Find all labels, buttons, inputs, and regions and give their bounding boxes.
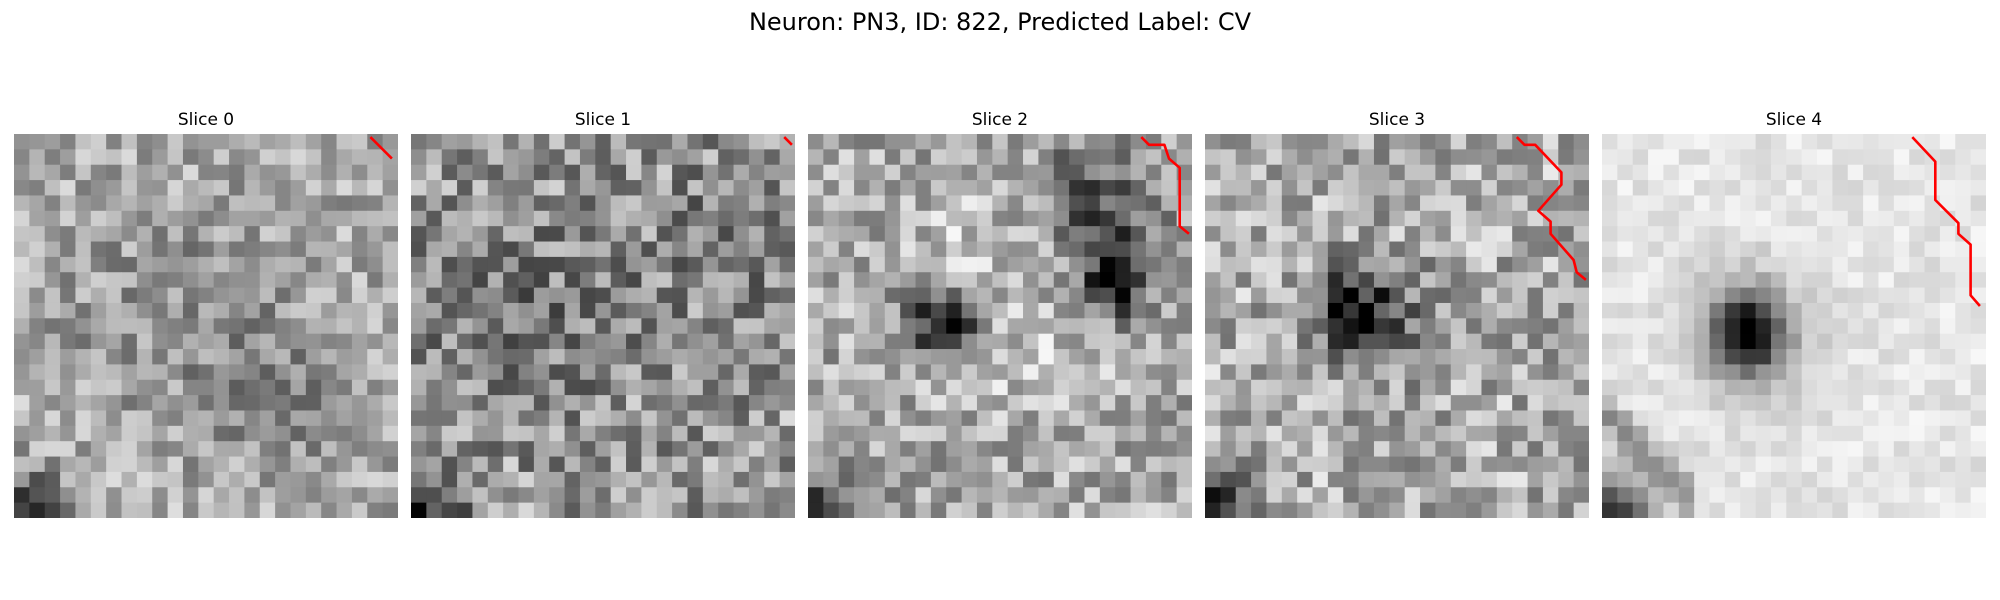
slice-pixels-0 <box>14 134 398 518</box>
slice-panel-0: Slice 0 <box>14 106 398 518</box>
contour-line-3 <box>1515 136 1587 281</box>
slice-image-1 <box>411 134 795 518</box>
slice-pixels-4 <box>1602 134 1986 518</box>
slice-title-2: Slice 2 <box>971 110 1029 130</box>
slice-title-0: Slice 0 <box>177 110 235 130</box>
slice-panel-2: Slice 2 <box>808 106 1192 518</box>
slice-pixels-2 <box>808 134 1192 518</box>
slice-panel-1: Slice 1 <box>411 106 795 518</box>
contour-line-1 <box>783 136 793 146</box>
slice-panel-4: Slice 4 <box>1602 106 1986 518</box>
slice-image-4 <box>1602 134 1986 518</box>
slice-panel-3: Slice 3 <box>1205 106 1589 518</box>
slice-image-2 <box>808 134 1192 518</box>
slice-title-4: Slice 4 <box>1765 110 1823 130</box>
contour-line-0 <box>369 136 393 160</box>
slice-title-1: Slice 1 <box>574 110 632 130</box>
slice-image-0 <box>14 134 398 518</box>
figure-title: Neuron: PN3, ID: 822, Predicted Label: C… <box>748 8 1252 36</box>
slice-image-3 <box>1205 134 1589 518</box>
contour-line-2 <box>1140 136 1190 235</box>
slice-pixels-1 <box>411 134 795 518</box>
slice-pixels-3 <box>1205 134 1589 518</box>
slice-title-3: Slice 3 <box>1368 110 1426 130</box>
contour-line-4 <box>1911 136 1981 307</box>
